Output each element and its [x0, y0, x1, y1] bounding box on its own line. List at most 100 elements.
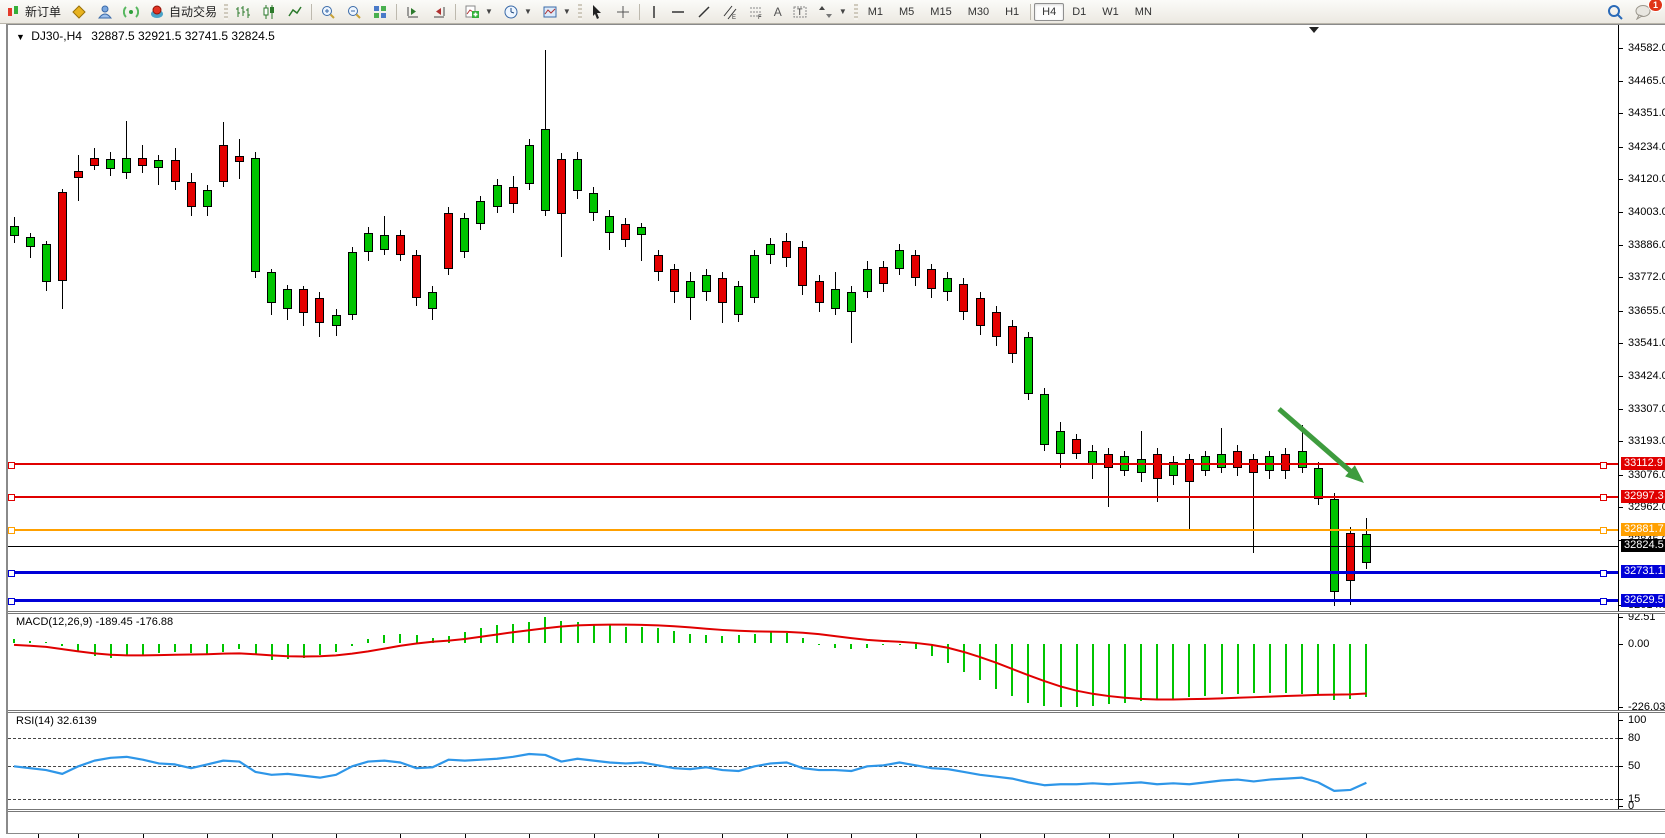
- candle-wick: [126, 120, 128, 179]
- line-handle[interactable]: [8, 494, 15, 502]
- time-axis-tick: [78, 834, 80, 838]
- macd-histogram-bar: [1107, 643, 1110, 705]
- macd-histogram-bar: [689, 633, 692, 644]
- timeframe-button-d1[interactable]: D1: [1072, 5, 1087, 18]
- label-icon[interactable]: T: [787, 2, 813, 22]
- candle-body: [379, 235, 389, 250]
- candlestick-icon[interactable]: [256, 2, 282, 22]
- rsi-axis-tick: [1619, 737, 1623, 739]
- horizontal-line-object[interactable]: [8, 599, 1618, 603]
- timeframe-button-m15[interactable]: M15: [930, 5, 952, 18]
- bar-chart-icon[interactable]: [230, 2, 256, 22]
- time-axis-tick: [915, 834, 917, 838]
- candle-body: [814, 280, 824, 304]
- macd-histogram-bar: [834, 643, 837, 648]
- periods-icon[interactable]: ▼: [498, 2, 537, 22]
- line-handle[interactable]: [1600, 527, 1607, 535]
- macd-panel-separator[interactable]: [8, 611, 1665, 614]
- rsi-panel-separator[interactable]: [8, 710, 1665, 713]
- horizontal-line-object[interactable]: [8, 495, 1618, 498]
- cursor-icon[interactable]: [584, 2, 610, 22]
- down-trend-arrow[interactable]: [8, 25, 1618, 610]
- line-handle[interactable]: [1600, 598, 1607, 606]
- toolbar-grip2: [577, 3, 582, 20]
- templates-icon[interactable]: ▼: [537, 2, 576, 22]
- macd-histogram-bar: [898, 643, 901, 645]
- main-toolbar: 新订单 自动交易: [0, 0, 1665, 24]
- arrows-icon[interactable]: ▼: [813, 2, 852, 22]
- candle-body: [476, 201, 486, 225]
- new-order-button[interactable]: 新订单: [0, 1, 66, 22]
- line-handle[interactable]: [8, 598, 15, 606]
- line-handle[interactable]: [8, 527, 15, 535]
- timeframe-button-h1[interactable]: H1: [1005, 5, 1020, 18]
- candle-body: [251, 157, 260, 272]
- candle-wick: [850, 286, 852, 344]
- timeframe-button-m30[interactable]: M30: [967, 5, 990, 18]
- diamond-icon[interactable]: [66, 2, 92, 22]
- chart-shift-icon[interactable]: [426, 2, 452, 22]
- macd-histogram-bar: [463, 632, 466, 644]
- crosshair-icon[interactable]: [610, 2, 636, 22]
- candle-body: [589, 193, 599, 213]
- candle-body: [927, 269, 937, 290]
- line-handle[interactable]: [8, 461, 15, 469]
- horizontal-line-object[interactable]: [8, 570, 1618, 574]
- time-axis-tick: [142, 834, 144, 838]
- timeframe-button-mn[interactable]: MN: [1134, 5, 1152, 18]
- notifications-button[interactable]: 1: [1629, 0, 1663, 22]
- timeframe-button-w1[interactable]: W1: [1102, 5, 1119, 18]
- periods-caret-icon: ▼: [523, 7, 532, 16]
- candle-wick: [1140, 430, 1142, 482]
- search-icon[interactable]: [1601, 1, 1629, 23]
- price-axis-tick-label: 33772.0: [1628, 271, 1665, 284]
- timeframe-bar: M1 M5 M15 M30 H1 H4 D1 W1 MN: [860, 2, 1160, 21]
- channel-icon[interactable]: E: [717, 2, 743, 22]
- trendline-icon[interactable]: [691, 2, 717, 22]
- candle-body: [524, 144, 534, 185]
- line-handle[interactable]: [1600, 494, 1607, 502]
- candle-wick: [641, 222, 643, 261]
- line-handle[interactable]: [1600, 461, 1607, 469]
- timeframe-button-m1[interactable]: M1: [867, 5, 884, 18]
- line-handle[interactable]: [8, 569, 15, 577]
- chart-plot-area[interactable]: [8, 25, 1618, 832]
- candle-body: [90, 158, 99, 167]
- line-chart-icon[interactable]: [282, 2, 308, 22]
- macd-histogram-bar: [1333, 643, 1336, 700]
- price-axis-tick: [1619, 310, 1623, 312]
- timeframe-button-m5[interactable]: M5: [899, 5, 915, 18]
- candle-body: [1329, 498, 1339, 593]
- tile-windows-icon[interactable]: [367, 2, 393, 22]
- indicators-icon[interactable]: ▼: [459, 2, 498, 22]
- auto-scroll-icon[interactable]: [400, 2, 426, 22]
- zoom-out-icon[interactable]: [341, 2, 367, 22]
- user-icon[interactable]: [92, 2, 118, 22]
- rsi-axis-label: 15: [1628, 793, 1641, 806]
- fibonacci-icon[interactable]: F: [743, 2, 769, 22]
- price-axis-tick: [1619, 277, 1623, 279]
- horizontal-line-icon[interactable]: [665, 2, 691, 22]
- horizontal-line-object[interactable]: [8, 528, 1618, 531]
- price-axis-tick-label: 32962.0: [1628, 500, 1665, 513]
- price-axis-tick: [1619, 48, 1623, 49]
- price-axis-tick-label: 34234.0: [1628, 140, 1665, 153]
- text-icon[interactable]: A: [773, 4, 782, 19]
- signal-icon[interactable]: [118, 2, 144, 22]
- macd-histogram-bar: [1365, 643, 1368, 698]
- candle-body: [331, 314, 341, 327]
- timeframe-button-h4[interactable]: H4: [1034, 2, 1065, 21]
- toolbar-grip3: [853, 3, 858, 20]
- candle-body: [846, 292, 856, 312]
- vertical-line-icon[interactable]: [643, 2, 665, 22]
- title-collapse-icon[interactable]: ▼: [16, 32, 25, 42]
- zoom-in-icon[interactable]: [315, 2, 341, 22]
- horizontal-line-object[interactable]: [8, 463, 1618, 466]
- rsi-level-line: [8, 799, 1618, 801]
- macd-histogram-bar: [447, 636, 450, 644]
- autotrade-button[interactable]: 自动交易: [144, 1, 222, 22]
- chart-shift-marker[interactable]: [1309, 27, 1319, 33]
- line-handle[interactable]: [1600, 569, 1607, 577]
- candle-body: [1168, 462, 1178, 477]
- price-axis-tick-label: 33307.0: [1628, 403, 1665, 416]
